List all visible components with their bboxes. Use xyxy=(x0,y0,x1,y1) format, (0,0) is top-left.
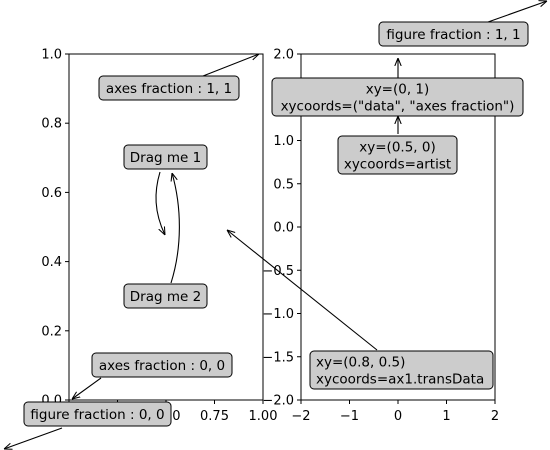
right-y-tick-label: 0.0 xyxy=(273,221,294,236)
annotation-xy-0-1-xycoords-data-axes-fraction-text: xy=(0, 1) xyxy=(366,82,430,98)
right-y-tick-label: −2.0 xyxy=(262,394,294,409)
annotation-xy-0.8-0.5-xycoords-ax1-transdata[interactable]: xy=(0.8, 0.5)xycoords=ax1.transData xyxy=(309,350,494,390)
annotation-drag-me-2-text: Drag me 2 xyxy=(130,289,201,305)
right-y-tick-label: 0.5 xyxy=(273,177,294,192)
annotation-figure-fraction-1-1-text: figure fraction : 1, 1 xyxy=(386,27,520,43)
arrow-figure-fraction-1-1 xyxy=(487,1,547,23)
annotation-xy-0.5-0-xycoords-artist-box xyxy=(337,135,458,175)
annotation-xy-0-1-xycoords-data-axes-fraction-box xyxy=(271,77,524,117)
arrow-ax1-transdata xyxy=(227,230,378,351)
left-x-tick-label: 0.75 xyxy=(200,409,229,424)
left-y-tick-label: 0.6 xyxy=(41,186,62,201)
annotation-figure-fraction-0-0-text: figure fraction : 0, 0 xyxy=(30,407,164,423)
annotation-axes-fraction-0-0[interactable]: axes fraction : 0, 0 xyxy=(91,352,233,378)
left-frame xyxy=(68,53,264,401)
annotation-figure-fraction-0-0[interactable]: figure fraction : 0, 0 xyxy=(23,401,172,427)
annotation-xy-0.5-0-xycoords-artist-text: xycoords=artist xyxy=(344,157,451,173)
right-x-tick-label: 1 xyxy=(442,409,450,424)
right-y-tick-label: −1.0 xyxy=(262,307,294,322)
arrow-drag-me-1 xyxy=(155,171,165,235)
annotation-drag-me-1-text: Drag me 1 xyxy=(130,150,201,166)
right-x-tick-label: −1 xyxy=(340,409,359,424)
left-y-tick-label: 0.2 xyxy=(41,324,62,339)
arrow-drag-me-2 xyxy=(170,173,180,284)
left-y-tick-label: 0.4 xyxy=(41,255,62,270)
right-y-tick-label: −1.5 xyxy=(262,350,294,365)
right-x-tick-label: −2 xyxy=(291,409,310,424)
left-y-tick-label: 1.0 xyxy=(41,48,62,63)
right-x-tick-label: 0 xyxy=(394,409,402,424)
annotation-axes-fraction-1-1-text: axes fraction : 1, 1 xyxy=(106,81,232,97)
right-y-tick-label: 2.0 xyxy=(273,48,294,63)
annotation-drag-me-2-box xyxy=(123,283,208,309)
annotation-figure-fraction-1-1-box xyxy=(378,21,529,47)
annotation-axes-fraction-0-0-box xyxy=(91,352,233,378)
arrow-axes-fraction-0-0 xyxy=(72,377,102,399)
right-x-tick-label: 2 xyxy=(491,409,499,424)
annotation-xy-0-1-xycoords-data-axes-fraction[interactable]: xy=(0, 1)xycoords=("data", "axes fractio… xyxy=(271,77,524,117)
annotation-xy-0.5-0-xycoords-artist-text: xy=(0.5, 0) xyxy=(359,140,435,156)
annotation-axes-fraction-1-1-box xyxy=(98,75,240,101)
annotation-axes-fraction-1-1[interactable]: axes fraction : 1, 1 xyxy=(98,75,240,101)
annotation-xy-0-1-xycoords-data-axes-fraction-text: xycoords=("data", "axes fraction") xyxy=(281,99,515,115)
annotation-figure-fraction-1-1[interactable]: figure fraction : 1, 1 xyxy=(378,21,529,47)
annotation-drag-me-1[interactable]: Drag me 1 xyxy=(123,144,208,170)
annotation-xy-0.5-0-xycoords-artist[interactable]: xy=(0.5, 0)xycoords=artist xyxy=(337,135,458,175)
arrow-axes-fraction-1-1 xyxy=(202,54,259,77)
annotation-xy-0.8-0.5-xycoords-ax1-transdata-text: xy=(0.8, 0.5) xyxy=(316,355,405,371)
annotation-xy-0.8-0.5-xycoords-ax1-transdata-text: xycoords=ax1.transData xyxy=(316,372,484,388)
annotation-xy-0.8-0.5-xycoords-ax1-transdata-box xyxy=(309,350,494,390)
annotation-drag-me-2[interactable]: Drag me 2 xyxy=(123,283,208,309)
annotation-drag-me-1-box xyxy=(123,144,208,170)
annotation-axes-fraction-0-0-text: axes fraction : 0, 0 xyxy=(99,358,225,374)
left-x-tick-label: 1.00 xyxy=(249,409,278,424)
left-y-tick-label: 0.8 xyxy=(41,117,62,132)
annotation-figure-fraction-0-0-box xyxy=(23,401,172,427)
arrow-figure-fraction-0-0 xyxy=(4,427,63,449)
right-y-tick-label: 1.0 xyxy=(273,134,294,149)
